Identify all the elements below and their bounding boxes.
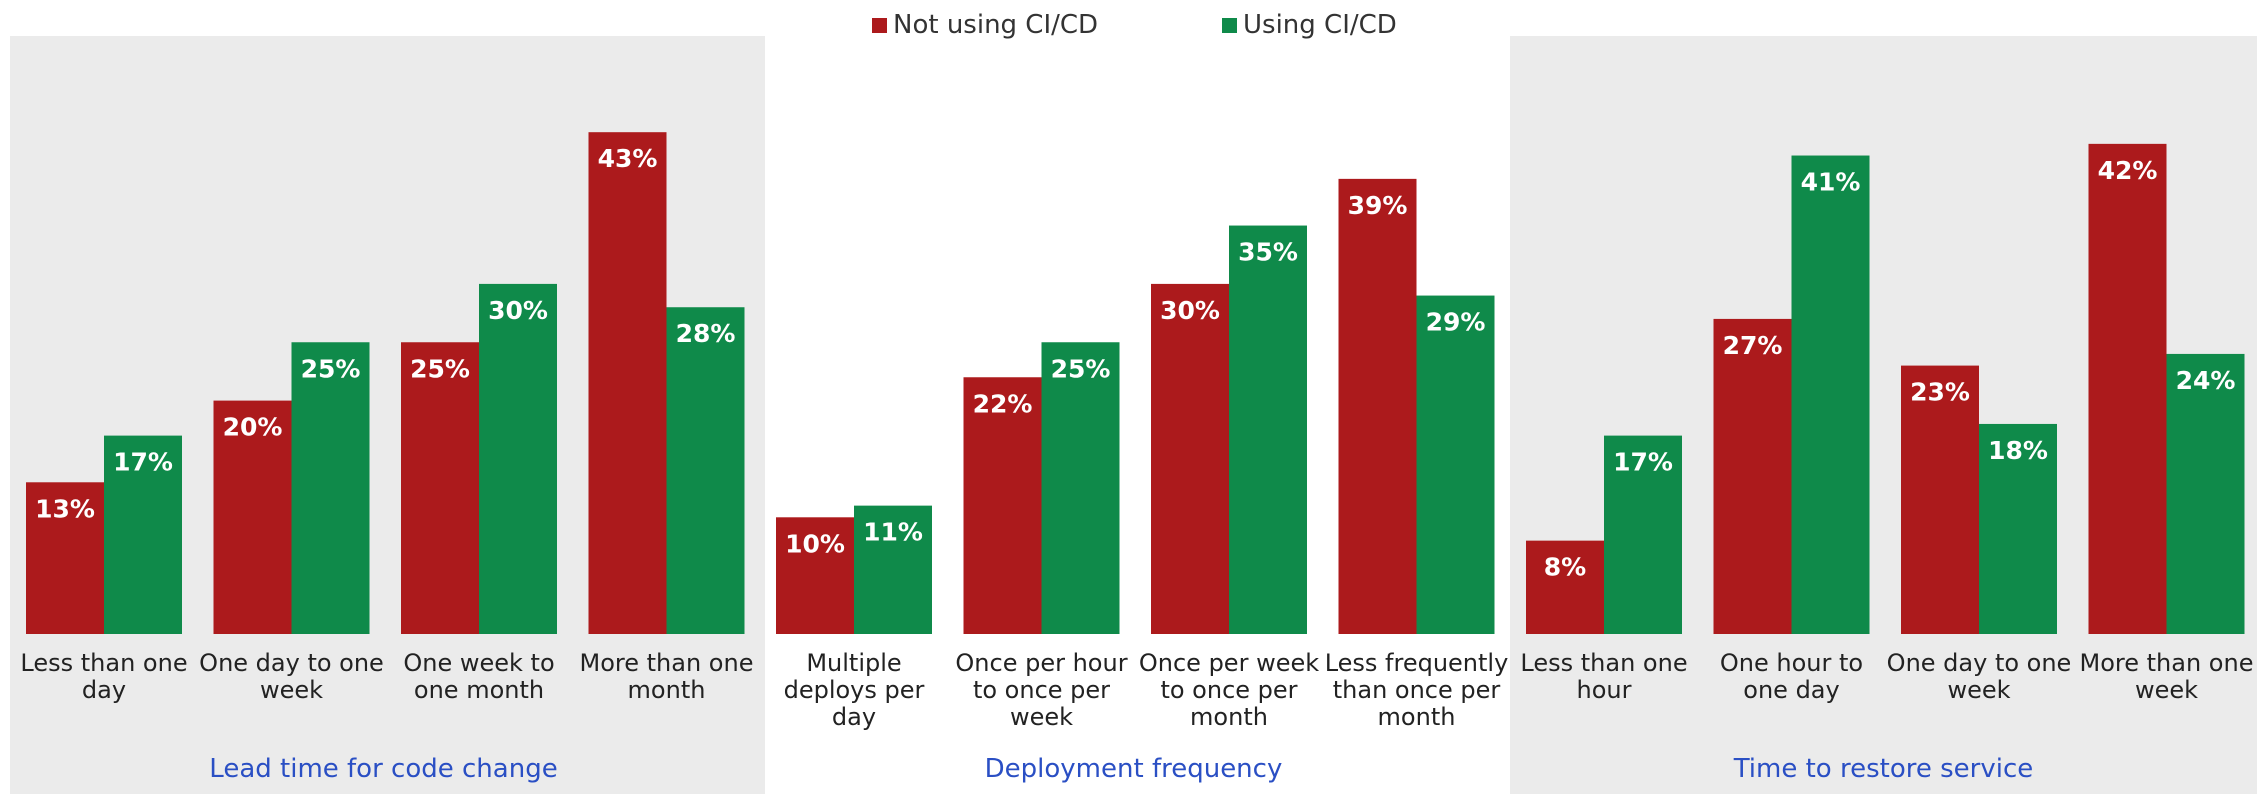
data-label: 8% <box>1544 553 1586 582</box>
x-tick-label: More than one week <box>2079 649 2254 704</box>
legend-item: Using CI/CD <box>1222 10 1397 40</box>
bar <box>1338 178 1417 634</box>
data-label: 27% <box>1723 331 1783 360</box>
data-label: 30% <box>488 296 548 325</box>
data-label: 42% <box>2098 156 2158 185</box>
bar <box>1416 295 1495 634</box>
data-label: 22% <box>973 389 1033 418</box>
data-label: 25% <box>1051 354 1111 383</box>
data-label: 35% <box>1238 238 1298 267</box>
legend-label: Using CI/CD <box>1243 10 1397 40</box>
panel-title: Lead time for code change <box>209 754 558 784</box>
bar <box>666 307 745 634</box>
data-label: 25% <box>301 354 361 383</box>
bar <box>963 377 1042 634</box>
data-label: 20% <box>223 413 283 442</box>
data-label: 30% <box>1160 296 1220 325</box>
x-tick-label: One hour to one day <box>1719 649 1864 704</box>
bar <box>291 342 370 634</box>
legend-label: Not using CI/CD <box>893 10 1099 40</box>
x-tick-label: More than one month <box>579 649 754 704</box>
data-label: 23% <box>1910 378 1970 407</box>
data-label: 41% <box>1801 168 1861 197</box>
bar <box>776 517 854 634</box>
bar <box>401 342 479 634</box>
data-label: 43% <box>598 144 658 173</box>
bar <box>1713 318 1792 634</box>
bar <box>1526 540 1604 634</box>
data-label: 29% <box>1426 308 1486 337</box>
legend-swatch <box>1222 17 1237 33</box>
data-label: 17% <box>1613 448 1673 477</box>
data-label: 11% <box>863 518 923 547</box>
data-label: 18% <box>1988 436 2048 465</box>
data-label: 25% <box>410 354 470 383</box>
x-tick-label: One day to one week <box>199 649 384 704</box>
bar <box>1604 435 1682 634</box>
data-label: 10% <box>785 529 845 558</box>
legend-item: Not using CI/CD <box>872 10 1098 40</box>
bar <box>26 482 104 634</box>
data-label: 17% <box>113 448 173 477</box>
x-tick-label: Once per hour to once per week <box>955 649 1128 731</box>
bar <box>104 435 182 634</box>
legend-swatch <box>872 17 887 33</box>
bar <box>1791 155 1870 634</box>
data-label: 24% <box>2176 366 2236 395</box>
bar <box>588 132 667 634</box>
bar <box>2088 143 2167 635</box>
panel-title: Time to restore service <box>1733 754 2034 784</box>
x-tick-label: Less than one hour <box>1520 649 1688 704</box>
x-tick-label: Multiple deploys per day <box>783 649 925 731</box>
panel-title: Deployment frequency <box>984 754 1283 784</box>
bar <box>854 505 932 634</box>
bar <box>2166 353 2245 634</box>
x-tick-label: Once per week to once per month <box>1138 649 1320 731</box>
x-tick-label: One day to one week <box>1886 649 2072 704</box>
bar <box>479 283 557 634</box>
bar <box>1151 283 1229 634</box>
bar <box>1041 342 1120 634</box>
data-label: 28% <box>676 319 736 348</box>
bar <box>1229 225 1307 635</box>
bar <box>1979 423 2057 634</box>
data-label: 39% <box>1348 191 1408 220</box>
x-tick-label: Less than one day <box>20 649 188 704</box>
x-tick-label: Less frequently than once per month <box>1324 649 1509 731</box>
bar <box>213 400 292 634</box>
x-tick-label: One week to one month <box>403 649 555 704</box>
data-label: 13% <box>35 494 95 523</box>
bar <box>1901 365 1979 634</box>
